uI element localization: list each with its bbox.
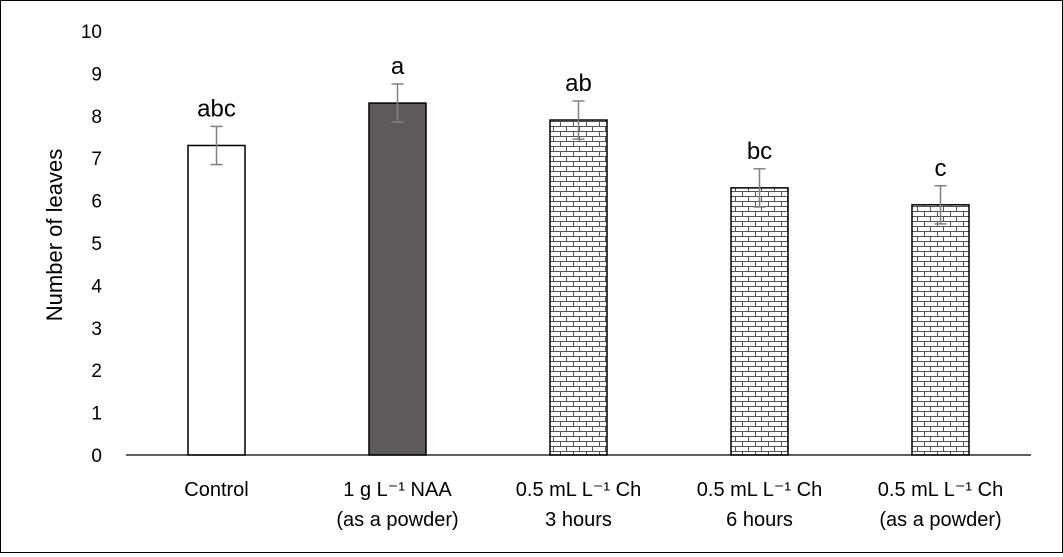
x-tick-label-line2: 3 hours [545,509,612,531]
significance-letter: bc [747,138,772,165]
x-tick-label-line2: 6 hours [726,509,793,531]
x-tick-label: 0.5 mL L⁻¹ Ch [516,479,641,501]
x-tick-label: 1 g L⁻¹ NAA [343,479,452,501]
bar [549,119,608,456]
x-tick-label: 0.5 mL L⁻¹ Ch [878,479,1003,501]
y-tick-label: 7 [91,149,102,170]
y-tick-label: 10 [81,22,102,43]
y-tick-label: 2 [91,361,102,382]
y-tick-label: 0 [91,446,102,467]
y-tick-label: 9 [91,64,102,85]
x-tick-label: Control [184,479,248,501]
bar [730,187,789,456]
significance-letter: ab [565,70,592,97]
y-tick-label: 8 [91,107,102,128]
significance-letter: abc [197,95,236,122]
bar [368,102,427,456]
y-tick-label: 6 [91,192,102,213]
y-tick-label: 3 [91,319,102,340]
bar [911,204,970,456]
bar [187,144,246,456]
y-axis-label: Number of leaves [42,149,67,321]
x-tick-label-line2: (as a powder) [879,509,1001,531]
y-tick-label: 4 [91,276,102,297]
x-tick-label-line2: (as a powder) [336,509,458,531]
x-tick-label: 0.5 mL L⁻¹ Ch [697,479,822,501]
y-tick-label: 1 [91,404,102,425]
significance-letter: a [391,53,405,80]
significance-letter: c [935,155,947,182]
y-tick-label: 5 [91,234,102,255]
